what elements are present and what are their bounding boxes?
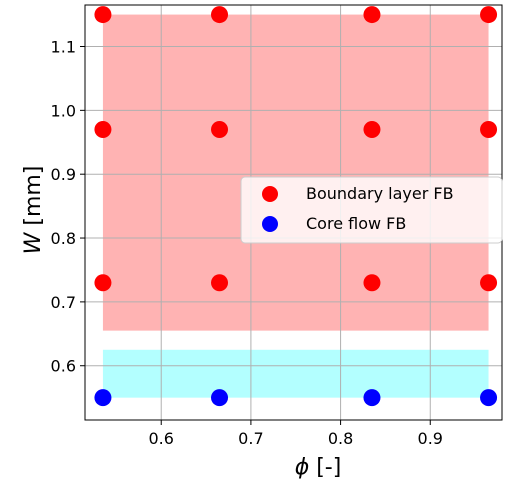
x-tick-label-3: 0.9 — [418, 429, 443, 448]
legend: Boundary layer FB Core flow FB — [240, 176, 503, 244]
y-tick-label-3: 0.9 — [51, 165, 76, 184]
y-axis-unit: [mm] — [21, 166, 46, 233]
data-point-series0-11 — [480, 274, 498, 292]
legend-marker-boundary-layer — [262, 186, 278, 202]
x-axis-ticks: 0.6 0.7 0.8 0.9 — [148, 420, 443, 448]
shaded-region-1 — [102, 349, 489, 398]
data-point-series0-8 — [94, 274, 112, 292]
data-point-series1-0 — [94, 389, 112, 407]
legend-label-boundary-layer: Boundary layer FB — [306, 184, 454, 203]
legend-label-core-flow: Core flow FB — [306, 214, 406, 233]
x-tick-label-0: 0.6 — [148, 429, 173, 448]
y-tick-label-4: 1.0 — [51, 101, 76, 120]
data-point-series0-9 — [211, 274, 229, 292]
legend-box — [240, 176, 503, 244]
data-point-series0-3 — [480, 6, 498, 24]
data-point-series0-4 — [94, 121, 112, 138]
data-point-series1-3 — [480, 389, 498, 407]
y-axis-ticks: 0.6 0.7 0.8 0.9 1.0 1.1 — [51, 38, 85, 376]
x-axis-symbol: ϕ — [295, 455, 310, 480]
x-axis-label: ϕ [-] — [295, 455, 342, 480]
y-axis-symbol: W — [21, 231, 46, 254]
data-points — [94, 6, 498, 407]
x-tick-label-2: 0.8 — [328, 429, 353, 448]
data-point-series1-2 — [363, 389, 381, 407]
y-axis-label: W [mm] — [21, 166, 46, 255]
data-point-series0-0 — [94, 6, 112, 24]
data-point-series0-1 — [211, 6, 229, 24]
data-point-series0-2 — [363, 6, 381, 24]
y-tick-label-2: 0.8 — [51, 229, 76, 248]
legend-marker-core-flow — [262, 216, 278, 232]
y-tick-label-5: 1.1 — [51, 38, 76, 57]
y-tick-label-0: 0.6 — [51, 357, 76, 376]
data-point-series0-5 — [211, 121, 229, 138]
y-tick-label-1: 0.7 — [51, 293, 76, 312]
x-axis-unit: [-] — [309, 455, 341, 480]
shaded-region-0 — [102, 14, 489, 331]
data-point-series1-1 — [211, 389, 229, 407]
shaded-regions — [102, 14, 489, 398]
x-tick-label-1: 0.7 — [238, 429, 263, 448]
data-point-series0-6 — [363, 121, 381, 138]
data-point-series0-10 — [363, 274, 381, 292]
data-point-series0-7 — [480, 121, 498, 138]
